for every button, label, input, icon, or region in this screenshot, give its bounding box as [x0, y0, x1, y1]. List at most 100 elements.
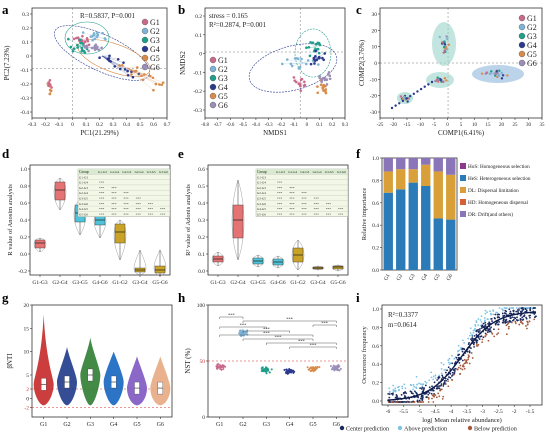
panel-i-point — [521, 316, 524, 319]
panel-i-legend-marker — [339, 425, 345, 431]
panel-b-point — [299, 84, 302, 88]
panel-a-ytick-label: -0.1 — [20, 68, 29, 74]
panel-b-point — [328, 74, 332, 78]
panel-b-ylabel: NMDS2 — [179, 51, 187, 75]
panel-i-point — [437, 392, 440, 395]
panel-i-point — [459, 373, 461, 376]
panel-i-point — [421, 394, 424, 397]
panel-i-point — [518, 323, 521, 326]
panel-i-point — [416, 393, 418, 396]
panel-e-table-cell: *** — [277, 181, 283, 185]
panel-b-ellipse — [248, 43, 338, 93]
panel-b-point — [300, 57, 303, 61]
panel-i-point — [396, 395, 398, 397]
panel-b-ytick-label: 0 — [199, 52, 202, 58]
panel-e-table-col: G2-G3 — [300, 170, 309, 174]
panel-f-xtick-label: G2 — [396, 273, 405, 282]
panel-h-sig: *** — [240, 323, 248, 328]
panel-e-table-cell: *** — [277, 212, 283, 216]
panel-i-point — [451, 354, 453, 357]
panel-i-point — [442, 385, 445, 387]
panel-c-legend-label: G3 — [527, 32, 537, 41]
panel-i-point — [461, 359, 464, 362]
panel-c-legend-label: G2 — [527, 23, 537, 32]
panel-c-xtick-label: 15 — [486, 123, 492, 128]
panel-a-point — [76, 36, 80, 40]
panel-b-point — [328, 77, 332, 81]
panel-a-xtick-label: 0 — [71, 122, 74, 128]
panel-b-point — [308, 54, 312, 58]
panel-a-ellipse — [53, 25, 151, 81]
panel-i-point — [477, 318, 480, 320]
panel-i-point — [469, 327, 472, 330]
panel-b-point — [314, 55, 317, 58]
panel-e-table-cell: *** — [289, 207, 295, 211]
panel-letter-e: e — [178, 146, 184, 161]
panel-c-legend-label: G4 — [527, 41, 537, 50]
panel-i-point — [512, 307, 514, 309]
panel-letter-d: d — [2, 146, 10, 161]
panel-a-xtick-label: 0.6 — [150, 122, 157, 128]
panel-f-ytick-label: 0.6 — [372, 201, 379, 207]
panel-i-point — [488, 328, 491, 331]
panel-b-spider — [310, 57, 318, 65]
panel-i-point — [397, 386, 399, 389]
panel-c-xtick-label: 0 — [446, 123, 449, 128]
panel-i-xtick-label: -2 — [512, 409, 517, 415]
panel-c-xtick-label: -20 — [390, 123, 397, 128]
panel-f-xtick-label: G6 — [446, 273, 455, 282]
panel-g-xtick-label: G4 — [110, 422, 117, 428]
panel-i-point — [454, 370, 456, 372]
panel-a-point — [91, 38, 94, 42]
panel-f-bar-segment — [433, 171, 443, 219]
panel-i-point — [505, 314, 508, 317]
panel-e-table-row: G1-G3 — [257, 175, 266, 179]
panel-b-ytick-label: 0.1 — [195, 33, 202, 39]
panel-i-point — [430, 371, 433, 374]
panel-i-point — [424, 384, 427, 387]
panel-a-point — [82, 49, 86, 53]
panel-a-point — [101, 31, 104, 35]
panel-i-point — [490, 331, 493, 334]
panel-i-point — [434, 374, 437, 377]
panel-i-point — [473, 345, 475, 348]
panel-i-point — [418, 399, 421, 402]
panel-h-bracket — [312, 324, 337, 327]
panel-i-point — [472, 343, 475, 346]
panel-i-point — [469, 334, 471, 337]
panel-a-point — [98, 56, 101, 60]
panel-i-point — [447, 385, 450, 388]
panel-i-point — [489, 312, 492, 315]
panel-i-point — [428, 379, 431, 382]
panel-e-table — [255, 168, 349, 217]
panel-i-point — [501, 307, 503, 310]
panel-d-table-row: G3-G6 — [79, 202, 88, 206]
panel-i-point — [440, 372, 443, 375]
panel-i-point — [388, 393, 391, 396]
panel-d-xtick-label: G4-G6 — [92, 280, 108, 286]
panel-b: -0.8 -0.7 -0.6 -0.5 -0.4 -0.3 -0.2 -0.1 0 0.1 0.2 0… — [179, 7, 349, 137]
panel-a-spider — [93, 33, 103, 37]
panel-a-legend-marker — [141, 18, 149, 26]
panel-i-xtick-label: -6 — [386, 409, 391, 415]
panel-e-table-cell: *** — [338, 207, 344, 211]
panel-h-point — [240, 335, 243, 338]
panel-b-legend-marker — [209, 83, 217, 91]
panel-f-bar-segment — [433, 218, 443, 270]
panel-b-xtick-label: -0.4 — [252, 123, 260, 128]
panel-i-point — [468, 341, 470, 344]
panel-i-point — [514, 322, 517, 325]
panel-h-sig: *** — [321, 321, 329, 326]
panel-g-violin — [33, 314, 54, 406]
panel-i-point — [479, 329, 481, 332]
panel-i-point — [458, 349, 461, 352]
panel-i-point — [427, 397, 430, 400]
panel-i-point — [433, 381, 436, 384]
panel-d: 1.00.80.60.40.20.0-0.2G1-G3 G2-G4 G3-G5 G4-… — [7, 164, 171, 286]
panel-i-point — [470, 347, 472, 350]
panel-i-point — [487, 329, 489, 332]
panel-h-point — [306, 366, 309, 369]
panel-e-table-cell: *** — [301, 212, 307, 216]
panel-i-fit-line — [387, 311, 537, 401]
panel-g-xtick-label: G1 — [40, 422, 47, 428]
